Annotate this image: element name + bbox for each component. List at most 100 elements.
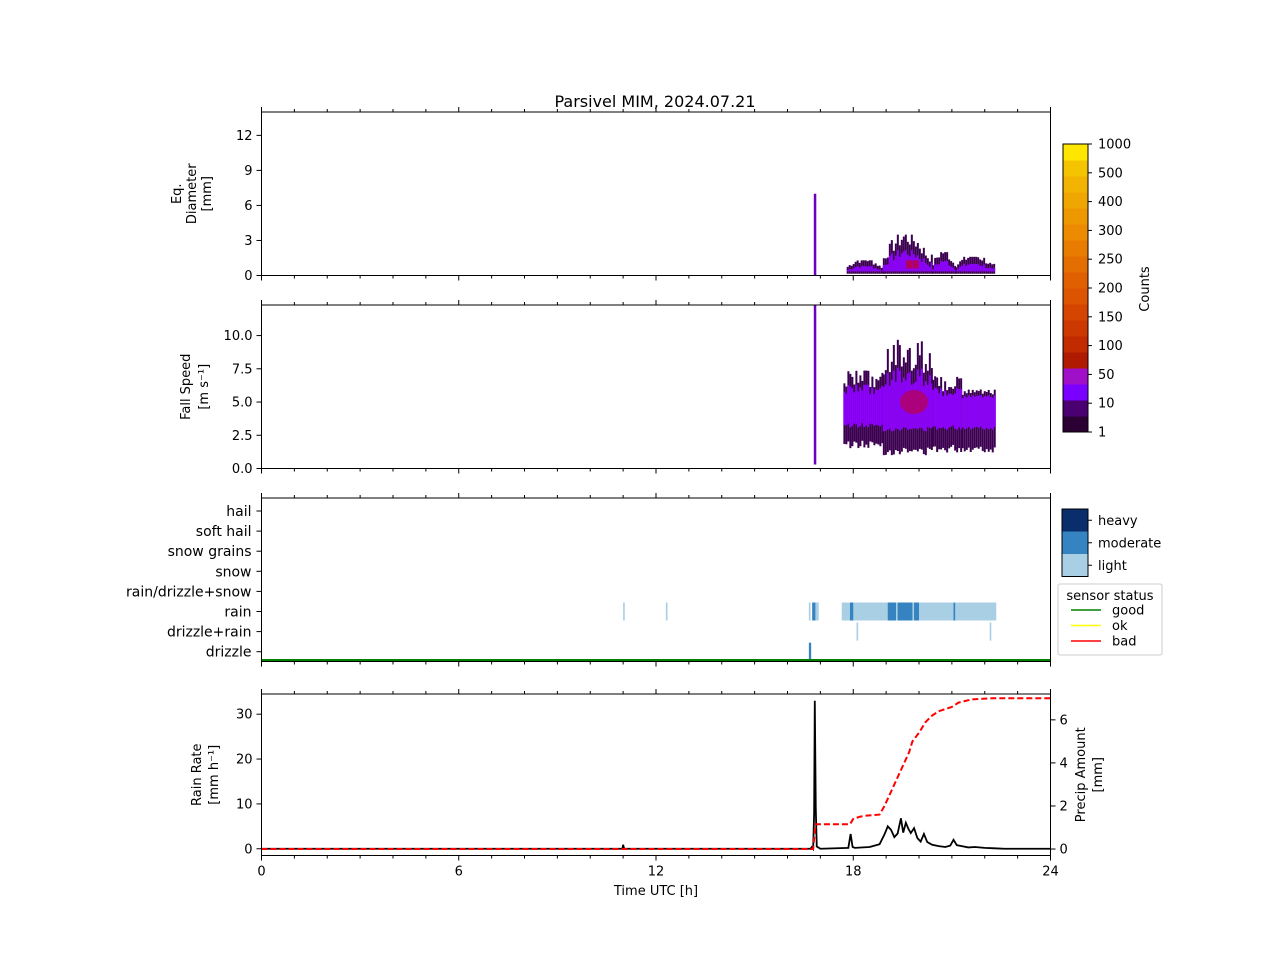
spectrum-core: [918, 258, 921, 272]
precip-type-bar: [897, 602, 913, 621]
spectrum-core: [863, 384, 866, 427]
spectrum-core: [847, 385, 850, 424]
colorbar-segment: [1063, 304, 1088, 321]
intensity-swatch: [1062, 554, 1088, 577]
spectrum-core: [875, 389, 878, 425]
spectrum-core: [886, 264, 889, 272]
x-tick-label: 12: [648, 865, 665, 880]
colorbar-segment: [1063, 208, 1088, 225]
spectrum-core: [879, 388, 882, 427]
precip-type-bar: [887, 602, 896, 621]
spectrum-core: [952, 267, 955, 272]
y2-tick-label: 4: [1060, 756, 1068, 771]
spectrum-core: [944, 261, 947, 272]
spectrum-core: [904, 250, 907, 272]
spectrum-core: [888, 385, 891, 429]
spectrum-core: [864, 266, 867, 272]
spectrum-core: [920, 261, 923, 272]
spectrum-core: [969, 397, 972, 430]
y-axis-label: [m s⁻¹]: [197, 364, 212, 410]
colorbar-segment: [1063, 336, 1088, 353]
colorbar-segment: [1063, 160, 1088, 177]
y-tick-label: 10.0: [224, 329, 253, 344]
spectrum-core: [950, 393, 953, 427]
spectrum-core: [926, 264, 929, 272]
colorbar-segment: [1063, 272, 1088, 289]
spectrum-core: [888, 255, 891, 272]
y-tick-label: 2.5: [232, 429, 253, 444]
colorbar-segment: [1063, 144, 1088, 161]
precip-type-bar: [914, 602, 919, 621]
intensity-label: moderate: [1098, 536, 1161, 551]
colorbar-tick-label: 400: [1098, 195, 1123, 210]
spectrum-core: [973, 263, 976, 272]
spectrum-spike: [813, 193, 817, 276]
category-label: drizzle+rain: [167, 625, 252, 641]
x-tick-label: 18: [845, 865, 862, 880]
y-tick-label: 30: [236, 708, 253, 723]
y-tick-label: 20: [236, 753, 253, 768]
colorbar-tick-label: 1000: [1098, 138, 1131, 153]
colorbar-tick-label: 300: [1098, 224, 1123, 239]
spectrum-core: [971, 263, 974, 272]
spectrum-core: [959, 266, 962, 272]
precip-type-bar: [815, 602, 819, 621]
axes-frame: [261, 304, 1051, 469]
fallspeed-spectrum-panel: 0.0 2.5 5.0 7.5 10.0 Fall Speed [m s⁻¹]: [179, 300, 1051, 477]
spectrum-core: [860, 266, 863, 272]
x-tick-label: 24: [1042, 865, 1059, 880]
spectrum-core: [876, 269, 879, 272]
y-tick-label: 9: [244, 164, 252, 179]
spectrum-core: [882, 386, 885, 432]
spectrum-peak: [906, 260, 913, 269]
spectrum-core: [854, 267, 857, 272]
spectrum-core: [852, 268, 855, 272]
spectrum-core: [868, 266, 871, 272]
spectrum-core: [884, 264, 887, 272]
spectrum-core: [965, 397, 968, 429]
spectrum-core: [843, 391, 846, 426]
spectrum-core: [957, 268, 960, 272]
spectrum-core: [896, 367, 899, 429]
spectrum-core: [991, 397, 994, 430]
spectrum-core: [857, 391, 860, 428]
precip-type-bar: [808, 642, 812, 661]
spectrum-core: [948, 393, 951, 428]
spectrum-core: [882, 264, 885, 272]
colorbar-tick-label: 100: [1098, 339, 1123, 354]
spectrum-core: [877, 390, 880, 426]
spectrum-core: [924, 263, 927, 272]
legend-box: [1057, 583, 1163, 656]
y2-axis-label: [mm]: [1091, 757, 1106, 792]
colorbar-segment: [1063, 384, 1088, 401]
spectrum-core: [936, 388, 939, 430]
spectrum-core: [846, 270, 849, 272]
precip-type-bar: [665, 602, 668, 621]
colorbar-tick-label: 500: [1098, 166, 1123, 181]
precip-type-bar: [989, 622, 992, 641]
precip-type-bar: [812, 602, 816, 621]
spectrum-core: [932, 389, 935, 427]
colorbar-tick-label: 200: [1098, 282, 1123, 297]
spectrum-core: [977, 264, 980, 272]
x-tick-label: 6: [455, 865, 463, 880]
spectrum-core: [928, 375, 931, 428]
spectrum-core: [940, 261, 943, 272]
spectrum-core: [940, 388, 943, 429]
spectrum-core: [987, 268, 990, 272]
sensor-legend-title: sensor status: [1066, 589, 1153, 604]
counts-colorbar: 1 10 50 100 150 200 250 300 400 500 1000: [1062, 138, 1131, 441]
spectrum-core: [934, 387, 937, 427]
category-label: rain: [224, 605, 251, 621]
precip-type-bar: [953, 602, 956, 621]
spectrum-core: [983, 264, 986, 272]
y2-axis-label: Precip Amount: [1074, 727, 1089, 822]
precip-type-bar: [856, 622, 859, 641]
colorbar-tick-label: 150: [1098, 310, 1123, 325]
spectrum-core: [856, 266, 859, 272]
spectrum-core: [961, 398, 964, 428]
spectrum-core: [942, 396, 945, 428]
